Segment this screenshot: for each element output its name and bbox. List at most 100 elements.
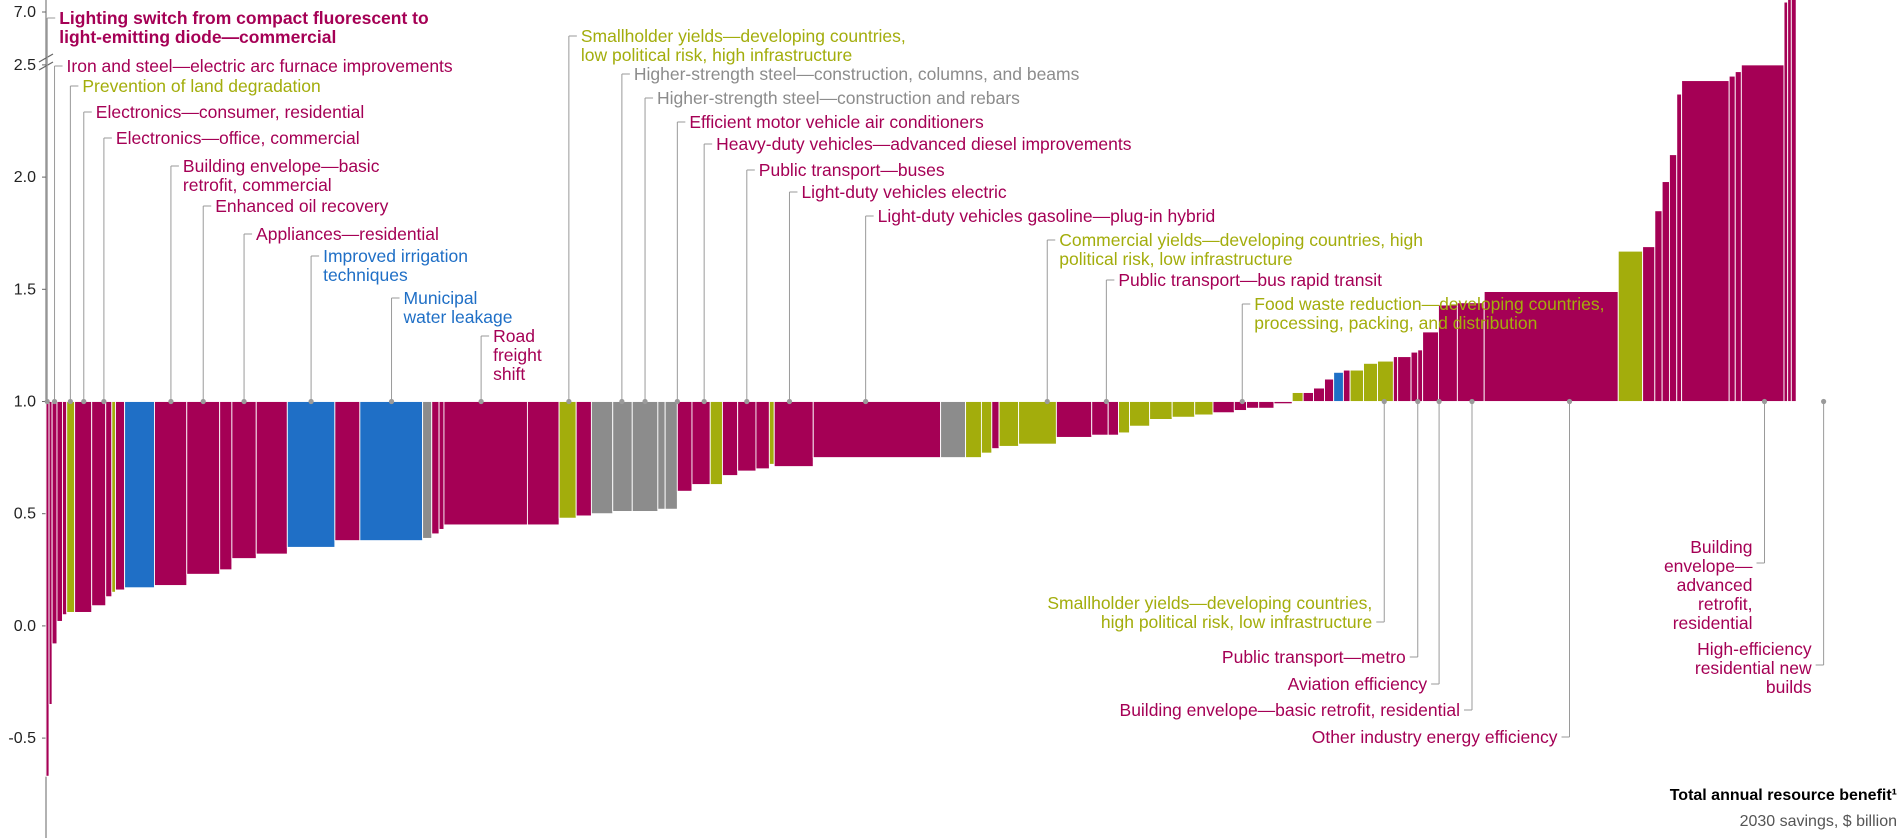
bar-energy xyxy=(991,401,1000,450)
bar-energy xyxy=(737,401,757,472)
bar-energy xyxy=(1787,0,1792,402)
annotation-line: Municipal xyxy=(404,288,478,308)
annotation-line: Smallholder yields—developing countries, xyxy=(581,26,906,46)
bar-food xyxy=(1349,369,1364,402)
bar-energy xyxy=(45,401,50,777)
y-tick-label: 7.0 xyxy=(14,4,36,21)
annotation-line: Other industry energy efficiency xyxy=(1312,727,1558,747)
bar-energy xyxy=(1654,210,1663,402)
annotation-line: Improved irrigation xyxy=(323,246,468,266)
bar-food xyxy=(1129,401,1151,427)
annotation-line: Commercial yields—developing countries, … xyxy=(1059,230,1423,250)
bar-energy xyxy=(1681,80,1730,402)
leader-dot xyxy=(1566,398,1573,405)
bar-energy xyxy=(334,401,361,542)
annotation-label: Municipal water leakage xyxy=(403,288,513,327)
leader-dot xyxy=(1469,398,1475,405)
annotation-line: Public transport—buses xyxy=(759,160,945,180)
annotation-label: Appliances—residential xyxy=(256,224,439,244)
annotation-line: envelope— xyxy=(1664,556,1753,576)
annotation-line: Efficient motor vehicle air conditioners xyxy=(689,112,984,132)
bar-energy xyxy=(48,401,53,705)
annotation-line: shift xyxy=(493,364,525,384)
annotation-label: High-efficiency residential new builds xyxy=(1695,639,1812,697)
annotation-line: Aviation efficiency xyxy=(1288,674,1428,694)
annotation-label: Aviation efficiency xyxy=(1288,674,1428,694)
bar-materials xyxy=(657,401,666,510)
annotation-label: Food waste reduction—developing countrie… xyxy=(1254,294,1604,333)
annotation-line: Road xyxy=(493,326,535,346)
annotation-line: political risk, low infrastructure xyxy=(1059,249,1292,269)
bar-energy xyxy=(1783,1,1789,402)
annotation-line: Lighting switch from compact fluorescent… xyxy=(59,8,428,28)
bar-food xyxy=(1171,401,1196,418)
annotation-line: High-efficiency xyxy=(1697,639,1812,659)
bar-energy xyxy=(56,401,63,622)
bar-energy xyxy=(1790,0,1797,402)
bar-materials xyxy=(422,401,433,539)
annotation-line: Food waste reduction—developing countrie… xyxy=(1254,294,1604,314)
annotation-label: Smallholder yields—developing countries,… xyxy=(1047,593,1372,632)
leader-dot xyxy=(1239,398,1245,405)
bar-food xyxy=(1018,401,1057,445)
x-axis-title: Total annual resource benefit¹ xyxy=(1670,787,1897,804)
annotation-line: Higher-strength steel—construction, colu… xyxy=(634,64,1080,84)
axes-layer: -1.0-0.50.00.51.01.52.02.53.03.57.005001… xyxy=(8,0,54,838)
annotation-line: water leakage xyxy=(403,307,513,327)
x-axis-title-group: Total annual resource benefit¹ 2030 savi… xyxy=(1670,787,1897,830)
bar-materials xyxy=(940,401,967,459)
leader-dot xyxy=(200,398,206,405)
annotation-label: Building envelope— advanced retrofit, reside… xyxy=(1664,537,1753,633)
bar-food xyxy=(66,401,76,613)
annotation-line: retrofit, commercial xyxy=(183,175,332,195)
bar-energy xyxy=(154,401,188,586)
bar-energy xyxy=(443,401,528,526)
annotation-line: Prevention of land degradation xyxy=(82,76,320,96)
y-axis-break-mark xyxy=(38,61,54,71)
leader-dot xyxy=(674,398,680,405)
annotation-line: Heavy-duty vehicles—advanced diesel impr… xyxy=(716,134,1132,154)
annotation-line: light-emitting diode—commercial xyxy=(59,27,336,47)
bar-energy xyxy=(1107,401,1119,436)
bar-water xyxy=(124,401,155,589)
annotation-label: Public transport—bus rapid transit xyxy=(1118,270,1382,290)
annotation-label: Higher-strength steel—construction, colu… xyxy=(634,64,1080,84)
bar-food xyxy=(980,401,993,454)
labels-layer: Lighting switch from compact fluorescent… xyxy=(59,8,1812,747)
bar-energy xyxy=(1397,356,1412,402)
leader-dot xyxy=(744,398,750,405)
bar-energy xyxy=(1410,351,1419,402)
annotation-label: Building envelope—basic retrofit, commerc… xyxy=(183,156,380,195)
bar-energy xyxy=(1212,401,1235,414)
y-tick-label: 1.0 xyxy=(14,394,36,411)
annotation-line: low political risk, high infrastructure xyxy=(581,45,852,65)
annotation-line: processing, packing, and distribution xyxy=(1254,313,1537,333)
bar-energy xyxy=(676,401,693,492)
y-tick-label: 1.5 xyxy=(14,281,36,298)
annotation-label: Commercial yields—developing countries, … xyxy=(1059,230,1423,269)
bar-water xyxy=(359,401,424,542)
bar-energy xyxy=(1661,181,1670,402)
bar-energy xyxy=(1642,246,1656,402)
annotation-line: advanced xyxy=(1677,575,1753,595)
bar-energy xyxy=(1342,369,1351,402)
y-axis-break-mark xyxy=(38,53,54,63)
annotation-line: Public transport—metro xyxy=(1222,647,1406,667)
annotation-line: residential xyxy=(1673,613,1753,633)
bar-food xyxy=(965,401,982,459)
bar-materials xyxy=(631,401,659,512)
annotation-line: Appliances—residential xyxy=(256,224,439,244)
annotation-line: Building xyxy=(1690,537,1752,557)
bar-energy xyxy=(1055,401,1093,438)
annotation-line: builds xyxy=(1766,677,1812,697)
bar-energy xyxy=(1246,401,1260,409)
leader-dot xyxy=(1103,398,1109,405)
bar-food xyxy=(1149,401,1173,420)
leader-dot xyxy=(1044,398,1050,405)
bar-food xyxy=(1377,360,1394,402)
bar-water xyxy=(1333,371,1344,402)
bar-food xyxy=(1291,392,1304,402)
annotation-label: Other industry energy efficiency xyxy=(1312,727,1558,747)
annotation-line: retrofit, xyxy=(1698,594,1752,614)
bar-energy xyxy=(431,401,440,535)
